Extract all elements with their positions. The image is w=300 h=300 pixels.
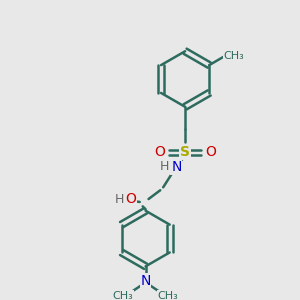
Text: N: N bbox=[171, 160, 182, 174]
Text: O: O bbox=[125, 192, 136, 206]
Text: S: S bbox=[180, 145, 190, 159]
Text: CH₃: CH₃ bbox=[113, 291, 134, 300]
Text: H: H bbox=[115, 193, 124, 206]
Text: CH₃: CH₃ bbox=[223, 51, 244, 61]
Text: N: N bbox=[140, 274, 151, 288]
Text: O: O bbox=[154, 145, 165, 159]
Text: O: O bbox=[205, 145, 216, 159]
Text: H: H bbox=[160, 160, 169, 173]
Text: CH₃: CH₃ bbox=[158, 291, 178, 300]
